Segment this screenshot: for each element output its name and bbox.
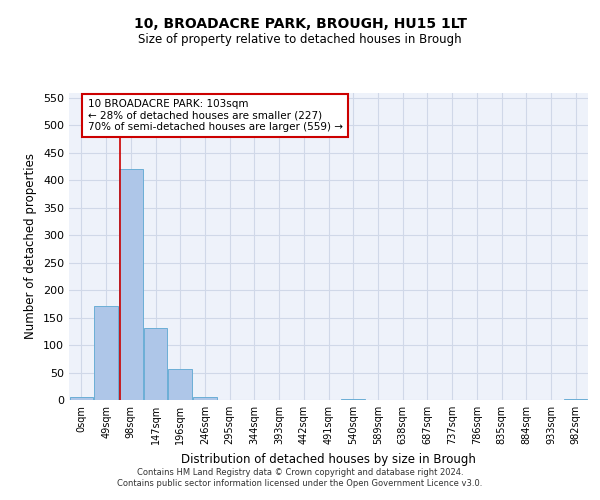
- Y-axis label: Number of detached properties: Number of detached properties: [25, 153, 37, 339]
- Bar: [70, 398, 93, 400]
- Text: Contains HM Land Registry data © Crown copyright and database right 2024.
Contai: Contains HM Land Registry data © Crown c…: [118, 468, 482, 487]
- Text: Size of property relative to detached houses in Brough: Size of property relative to detached ho…: [138, 32, 462, 46]
- Text: 10, BROADACRE PARK, BROUGH, HU15 1LT: 10, BROADACRE PARK, BROUGH, HU15 1LT: [133, 18, 467, 32]
- Bar: [169, 368, 192, 400]
- Bar: [564, 399, 587, 400]
- X-axis label: Distribution of detached houses by size in Brough: Distribution of detached houses by size …: [181, 452, 476, 466]
- Bar: [119, 170, 143, 400]
- Text: 10 BROADACRE PARK: 103sqm
← 28% of detached houses are smaller (227)
70% of semi: 10 BROADACRE PARK: 103sqm ← 28% of detac…: [88, 99, 343, 132]
- Bar: [144, 328, 167, 400]
- Bar: [193, 398, 217, 400]
- Bar: [341, 399, 365, 400]
- Bar: [94, 306, 118, 400]
